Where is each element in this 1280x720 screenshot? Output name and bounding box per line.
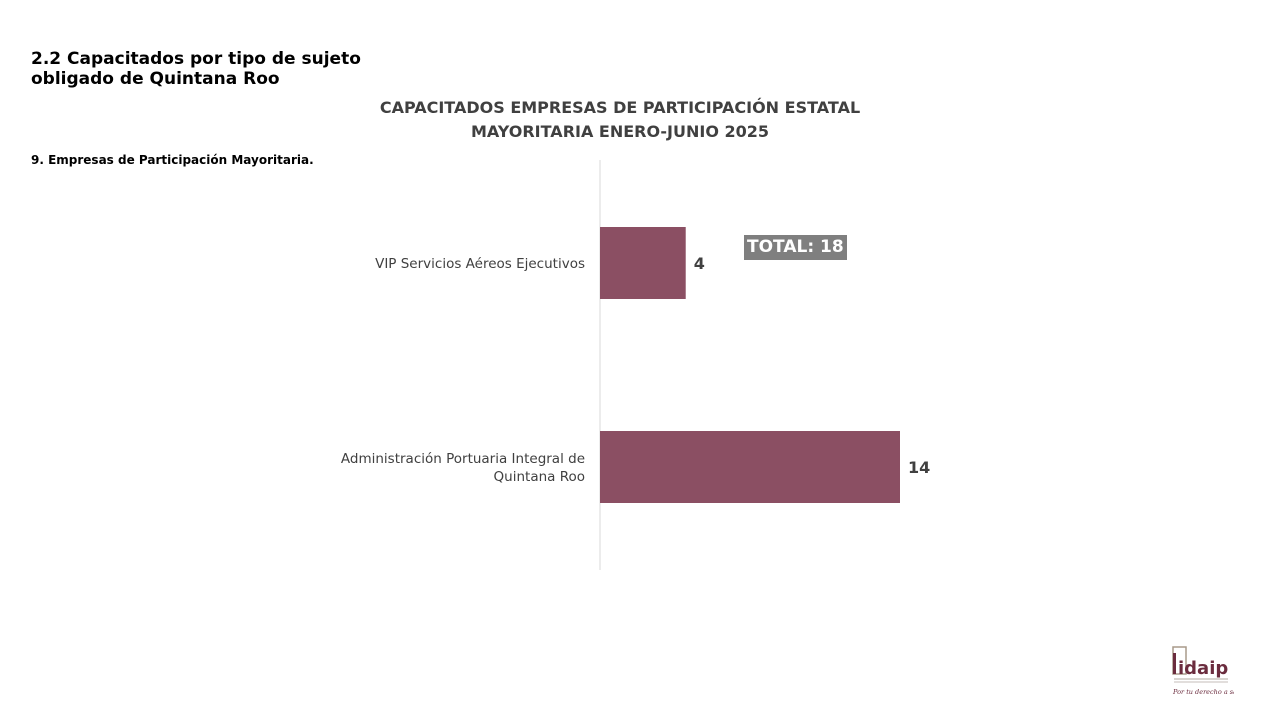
section-subtitle: 9. Empresas de Participación Mayoritaria… xyxy=(31,153,314,167)
total-badge: TOTAL: 18 xyxy=(744,235,847,260)
logo-wordmark: idaip xyxy=(1178,658,1228,679)
chart-title: CAPACITADOS EMPRESAS DE PARTICIPACIÓN ES… xyxy=(379,98,861,141)
logo-tagline: Por tu derecho a saber xyxy=(1172,688,1234,696)
category-label-1: VIP Servicios Aéreos Ejecutivos xyxy=(375,256,585,272)
bar-2 xyxy=(600,431,900,503)
idaip-logo: idaip Por tu derecho a saber xyxy=(1172,646,1234,696)
value-label-2: 14 xyxy=(908,458,930,477)
value-label-1: 4 xyxy=(694,254,705,273)
bar-1 xyxy=(600,227,686,299)
category-label-2: Administración Portuaria Integral de Quin… xyxy=(341,451,585,485)
section-title: 2.2 Capacitados por tipo de sujeto oblig… xyxy=(31,49,361,89)
